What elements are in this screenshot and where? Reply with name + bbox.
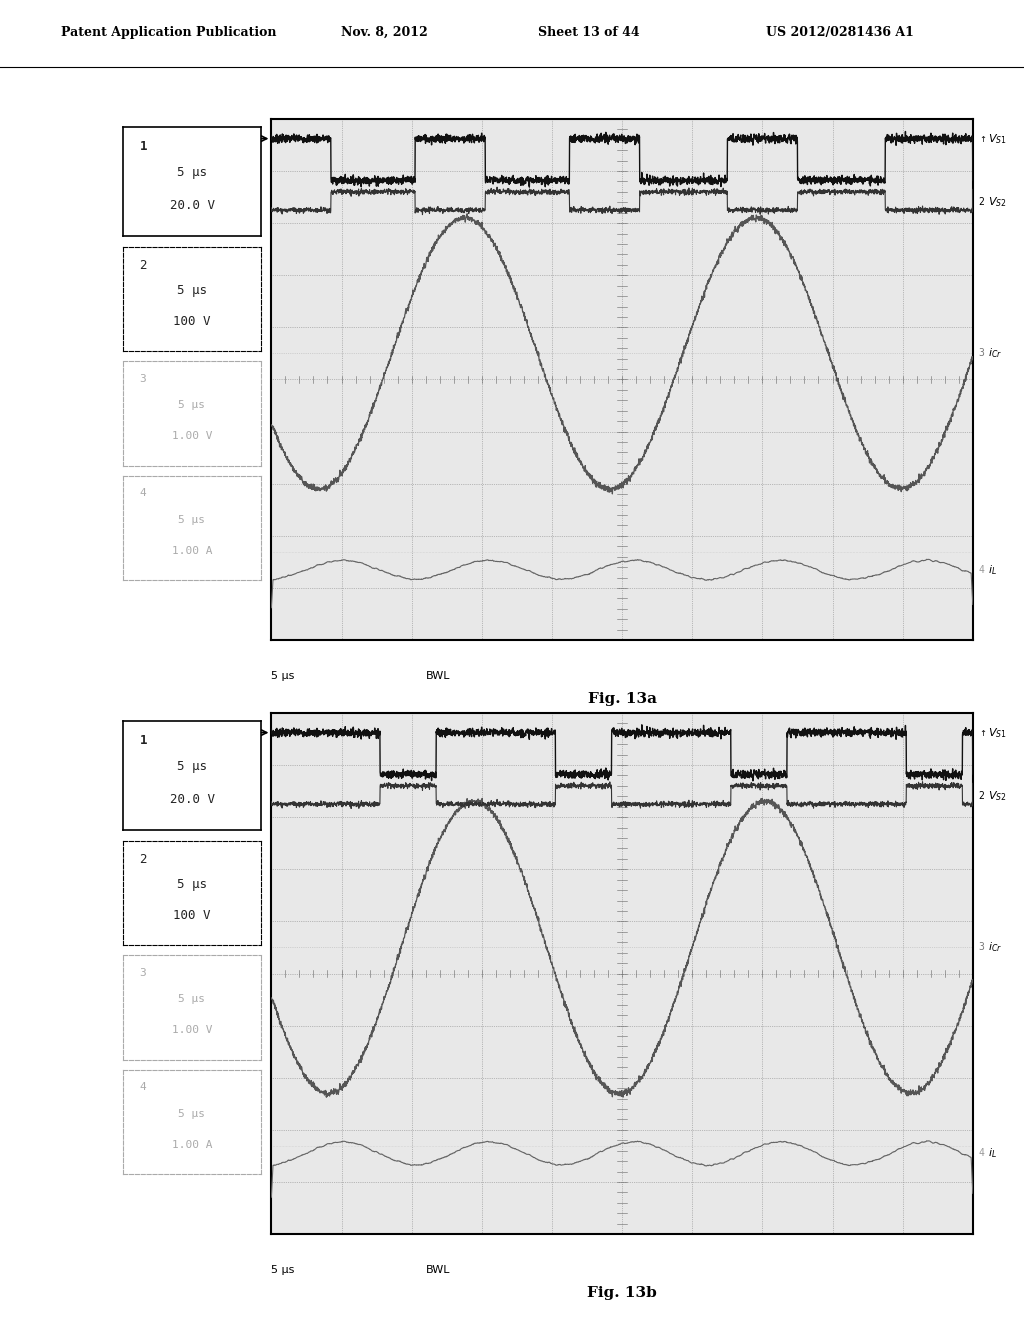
Text: 1: 1 [139, 734, 147, 747]
Text: 5 µs: 5 µs [271, 672, 295, 681]
Text: 5 µs: 5 µs [177, 760, 207, 774]
Text: 1: 1 [139, 140, 147, 153]
Text: 20.0 V: 20.0 V [170, 793, 214, 807]
Text: $\uparrow$: $\uparrow$ [978, 727, 987, 738]
Text: 100 V: 100 V [173, 909, 211, 923]
Text: $i_{Cr}$: $i_{Cr}$ [988, 941, 1002, 954]
Text: BWL: BWL [426, 1266, 451, 1275]
Text: 1.00 V: 1.00 V [172, 1026, 212, 1035]
Text: Nov. 8, 2012: Nov. 8, 2012 [341, 26, 427, 40]
Text: 5 µs: 5 µs [177, 166, 207, 180]
Text: Fig. 13a: Fig. 13a [588, 692, 656, 706]
Text: 4: 4 [978, 565, 984, 574]
Text: 1.00 A: 1.00 A [172, 1140, 212, 1150]
Text: Patent Application Publication: Patent Application Publication [61, 26, 276, 40]
Text: 5 µs: 5 µs [178, 515, 206, 525]
Text: 3: 3 [978, 348, 984, 359]
Text: 2: 2 [978, 197, 984, 207]
Text: 5 µs: 5 µs [178, 1109, 206, 1119]
Text: $V_{S1}$: $V_{S1}$ [988, 726, 1007, 739]
Text: 3: 3 [978, 942, 984, 953]
Text: 2: 2 [139, 259, 147, 272]
Text: 2: 2 [139, 853, 147, 866]
Text: $V_{S1}$: $V_{S1}$ [988, 132, 1007, 145]
Text: 3: 3 [139, 968, 146, 978]
Text: 4: 4 [978, 1148, 984, 1159]
Text: 2: 2 [978, 791, 984, 801]
Text: 4: 4 [139, 1082, 146, 1093]
Text: 5 µs: 5 µs [177, 878, 207, 891]
Text: 5 µs: 5 µs [271, 1266, 295, 1275]
Text: US 2012/0281436 A1: US 2012/0281436 A1 [766, 26, 913, 40]
Text: $i_L$: $i_L$ [988, 562, 997, 577]
Text: 5 µs: 5 µs [178, 994, 206, 1005]
Text: 20.0 V: 20.0 V [170, 199, 214, 213]
Text: $V_{S2}$: $V_{S2}$ [988, 195, 1007, 209]
Text: 100 V: 100 V [173, 315, 211, 329]
Text: $V_{S2}$: $V_{S2}$ [988, 789, 1007, 803]
Text: 4: 4 [139, 488, 146, 499]
Text: 1.00 A: 1.00 A [172, 546, 212, 556]
Text: 5 µs: 5 µs [177, 284, 207, 297]
Text: $i_L$: $i_L$ [988, 1147, 997, 1160]
Text: 5 µs: 5 µs [178, 400, 206, 411]
Text: BWL: BWL [426, 672, 451, 681]
Text: $\uparrow$: $\uparrow$ [978, 133, 987, 144]
Text: 3: 3 [139, 374, 146, 384]
Text: Sheet 13 of 44: Sheet 13 of 44 [538, 26, 640, 40]
Text: $i_{Cr}$: $i_{Cr}$ [988, 347, 1002, 360]
Text: Fig. 13b: Fig. 13b [587, 1286, 657, 1300]
Text: 1.00 V: 1.00 V [172, 432, 212, 441]
